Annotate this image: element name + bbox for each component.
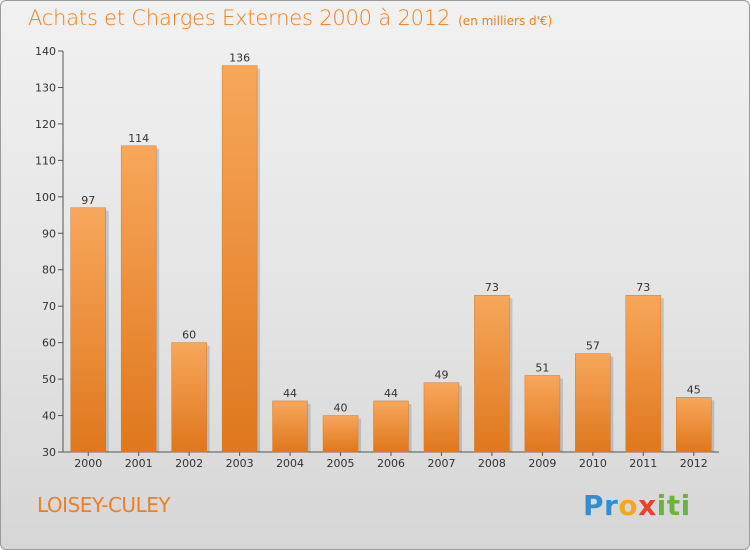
axes: 30 40 50 60 70 80 90 100 110 120 130 140 2000 2001 200… xyxy=(35,45,719,470)
bar-2012 xyxy=(676,397,712,453)
x-tick-label-2006: 2006 xyxy=(377,457,405,470)
value-label-2008: 73 xyxy=(485,281,499,294)
y-tick-label: 110 xyxy=(35,154,56,167)
value-label-2010: 57 xyxy=(586,340,600,353)
logo-letter: i xyxy=(680,489,691,522)
x-tick-label-2002: 2002 xyxy=(175,457,203,470)
logo-letter: t xyxy=(666,489,681,522)
x-tick-label-2011: 2011 xyxy=(629,457,657,470)
value-label-2001: 114 xyxy=(128,132,149,145)
y-tick-label: 140 xyxy=(35,45,56,58)
bar-2001 xyxy=(120,145,157,453)
bar-2003 xyxy=(221,65,258,453)
bar-2011 xyxy=(625,294,662,453)
bar-2007 xyxy=(423,382,460,453)
x-tick-label-2009: 2009 xyxy=(528,457,556,470)
x-tick-label-2004: 2004 xyxy=(276,457,304,470)
place-name: LOISEY-CULEY xyxy=(37,493,171,517)
bar-2000 xyxy=(70,207,106,453)
chart-title: Achats et Charges Externes 2000 à 2012 xyxy=(28,6,451,30)
bar-2009 xyxy=(524,375,561,453)
y-tick-label: 120 xyxy=(35,118,56,131)
value-label-2009: 51 xyxy=(535,361,549,374)
bar-2004 xyxy=(272,400,308,453)
x-tick-label-2010: 2010 xyxy=(579,457,607,470)
y-tick-label: 30 xyxy=(42,446,56,459)
y-tick-label: 130 xyxy=(35,81,56,94)
bar-2008 xyxy=(474,294,510,453)
x-tick-label-2005: 2005 xyxy=(327,457,355,470)
x-tick-label-2008: 2008 xyxy=(478,457,506,470)
chart-unit: (en milliers d'€) xyxy=(458,14,553,28)
value-label-2004: 44 xyxy=(283,387,297,400)
bar-2002 xyxy=(171,342,207,453)
logo-letter: P xyxy=(583,489,605,522)
bar-2010 xyxy=(575,353,611,453)
value-label-2012: 45 xyxy=(687,383,701,396)
value-label-2011: 73 xyxy=(636,281,650,294)
title-row: Achats et Charges Externes 2000 à 2012 (e… xyxy=(28,6,552,30)
value-label-2002: 60 xyxy=(182,329,196,342)
bars xyxy=(70,65,715,453)
x-tick-label-2012: 2012 xyxy=(680,457,708,470)
x-tick-label-2000: 2000 xyxy=(74,457,102,470)
bar-2006 xyxy=(373,400,409,453)
value-label-2005: 40 xyxy=(334,402,348,415)
x-tick-label-2003: 2003 xyxy=(226,457,254,470)
logo-letter: o xyxy=(618,489,639,522)
y-tick-label: 40 xyxy=(42,410,56,423)
y-tick-label: 60 xyxy=(42,337,56,350)
logo-letter: r xyxy=(604,489,619,522)
y-tick-label: 70 xyxy=(42,300,56,313)
logo-letter: i xyxy=(656,489,667,522)
y-tick-label: 100 xyxy=(35,191,56,204)
proxiti-logo[interactable]: Proxiti xyxy=(583,489,691,522)
labels: 97 114 60 136 44 40 44 49 73 51 57 73 45 xyxy=(81,52,701,415)
logo-letter: x xyxy=(638,489,657,522)
x-tick-label-2007: 2007 xyxy=(427,457,455,470)
value-label-2007: 49 xyxy=(434,369,448,382)
y-tick-label: 90 xyxy=(42,227,56,240)
bar-2005 xyxy=(322,415,359,453)
y-tick-label: 50 xyxy=(42,373,56,386)
y-tick-label: 80 xyxy=(42,264,56,277)
x-tick-label-2001: 2001 xyxy=(125,457,153,470)
value-label-2000: 97 xyxy=(81,194,95,207)
value-label-2006: 44 xyxy=(384,387,398,400)
value-label-2003: 136 xyxy=(229,52,250,65)
